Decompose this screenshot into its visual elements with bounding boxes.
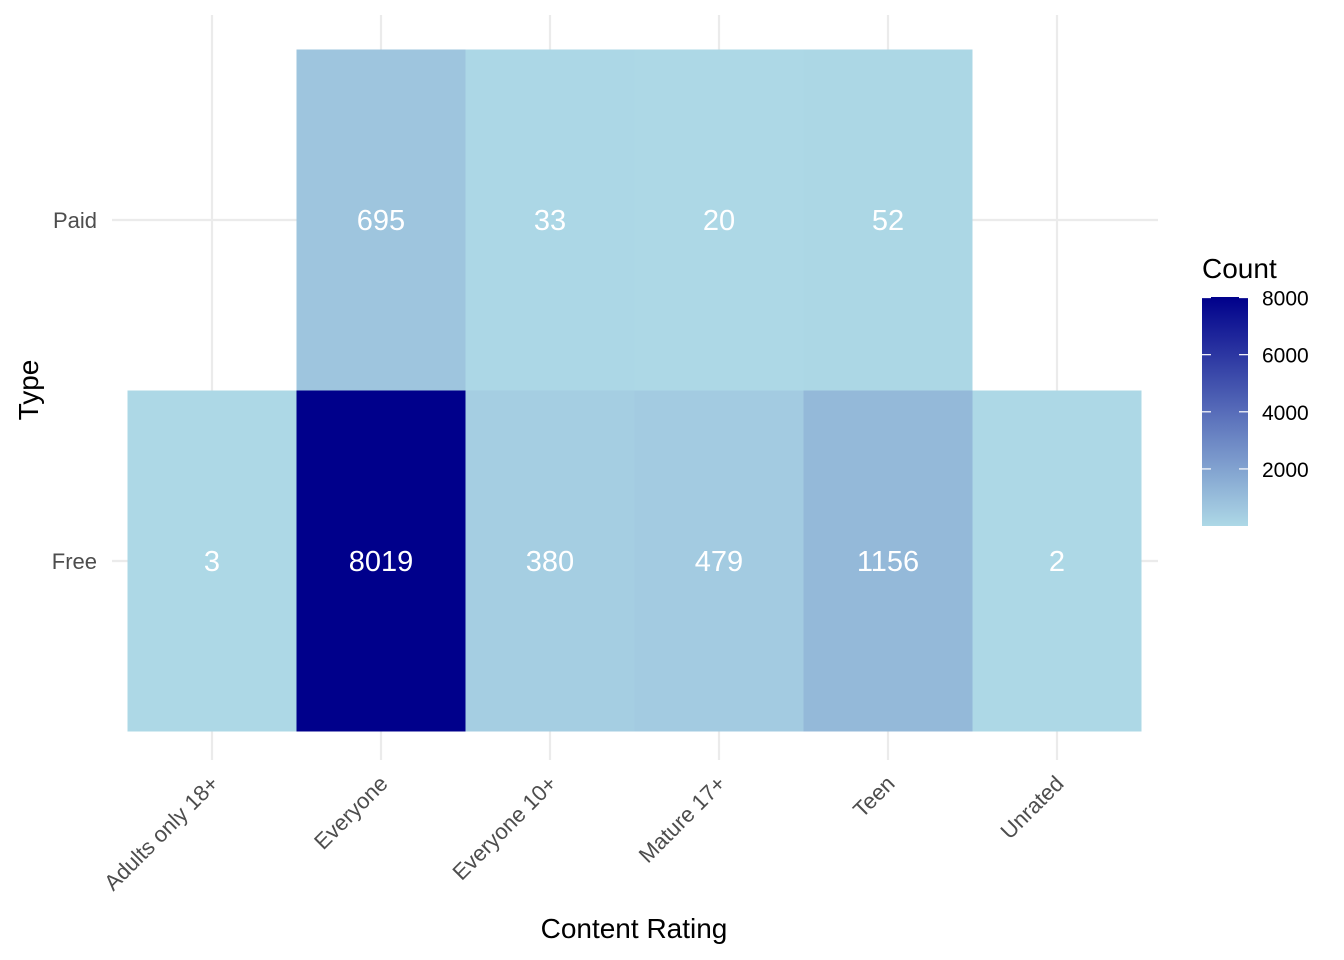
heatmap-cell <box>296 49 466 391</box>
cell-value-label: 2 <box>1049 546 1065 578</box>
cell-value-label: 1156 <box>857 546 919 578</box>
heatmap-cell <box>634 49 804 391</box>
heatmap-cell <box>465 390 635 732</box>
heatmap-cell <box>803 49 973 391</box>
cell-value-label: 695 <box>357 205 405 237</box>
legend-tick-label: 8000 <box>1262 288 1309 311</box>
heatmap-cell <box>634 390 804 732</box>
cell-value-label: 8019 <box>349 546 414 578</box>
legend-tick-label: 6000 <box>1262 345 1309 368</box>
x-tick-label: Teen <box>848 771 899 822</box>
legend-tick-label: 4000 <box>1262 402 1309 425</box>
x-axis-tick-labels: Adults only 18+ Everyone Everyone 10+ Matur… <box>99 771 1068 895</box>
heatmap-cells <box>127 49 1142 732</box>
y-axis-tick-labels: Free Paid <box>52 208 97 574</box>
x-tick-label: Adults only 18+ <box>99 771 223 895</box>
cell-value-label: 52 <box>872 205 904 237</box>
y-axis-title: Type <box>13 360 44 421</box>
heatmap-cell <box>296 390 466 732</box>
x-axis-title: Content Rating <box>541 913 728 944</box>
y-tick-label: Free <box>52 549 97 574</box>
x-tick-label: Everyone 10+ <box>447 771 561 885</box>
legend-tick-label: 2000 <box>1262 459 1309 482</box>
x-tick-label: Everyone <box>309 771 392 854</box>
legend-title: Count <box>1202 253 1277 284</box>
heatmap-cell <box>972 390 1142 732</box>
cell-value-labels: 3 8019 380 479 1156 2 695 33 20 52 <box>204 205 1065 578</box>
heatmap-cell <box>803 390 973 732</box>
heatmap-cell <box>127 390 297 732</box>
cell-value-label: 33 <box>534 205 566 237</box>
y-tick-label: Paid <box>53 208 97 233</box>
x-tick-label: Mature 17+ <box>634 771 731 868</box>
legend-ticks: 2000 4000 6000 8000 <box>1202 288 1309 482</box>
cell-value-label: 380 <box>526 546 574 578</box>
cell-value-label: 3 <box>204 546 220 578</box>
color-legend: Count 2000 4000 6000 8000 <box>1202 253 1309 526</box>
heatmap-cell <box>465 49 635 391</box>
x-tick-label: Unrated <box>996 771 1069 844</box>
cell-value-label: 20 <box>703 205 735 237</box>
cell-value-label: 479 <box>695 546 743 578</box>
